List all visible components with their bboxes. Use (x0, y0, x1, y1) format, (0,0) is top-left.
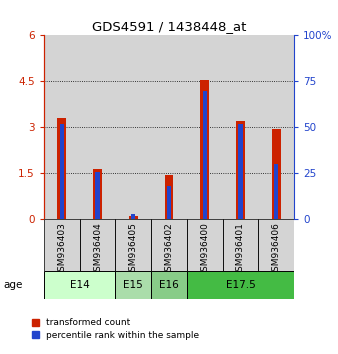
Bar (187, 35, 223, 219)
Bar (44, 219, 80, 271)
Bar (274, 164, 278, 219)
Text: GSM936403: GSM936403 (57, 222, 66, 277)
Bar (129, 216, 138, 219)
Bar (115, 219, 151, 271)
Text: GSM936405: GSM936405 (129, 222, 138, 277)
Bar (223, 35, 258, 219)
Bar (115, 35, 151, 219)
Bar (80, 219, 115, 271)
Text: GSM936401: GSM936401 (236, 222, 245, 277)
Bar (200, 80, 209, 219)
Bar (165, 175, 173, 219)
Text: E17.5: E17.5 (225, 280, 255, 290)
Bar (223, 219, 258, 271)
Legend: transformed count, percentile rank within the sample: transformed count, percentile rank withi… (31, 318, 199, 340)
Bar (95, 172, 100, 219)
Bar (258, 219, 294, 271)
Bar (151, 271, 187, 299)
Text: GSM936404: GSM936404 (93, 222, 102, 277)
Bar (93, 169, 102, 219)
Text: E15: E15 (123, 280, 143, 290)
Bar (187, 219, 223, 271)
Bar (202, 91, 207, 219)
Text: E14: E14 (70, 280, 90, 290)
Bar (151, 219, 187, 271)
Text: E16: E16 (159, 280, 179, 290)
Bar (187, 271, 294, 299)
Bar (57, 118, 66, 219)
Bar (80, 219, 115, 271)
Bar (115, 219, 151, 271)
Bar (167, 186, 171, 219)
Bar (151, 219, 187, 271)
Bar (236, 121, 245, 219)
Bar (115, 271, 151, 299)
Text: GSM936406: GSM936406 (272, 222, 281, 277)
Text: GSM936402: GSM936402 (165, 222, 173, 277)
Bar (258, 35, 294, 219)
Bar (44, 271, 115, 299)
Title: GDS4591 / 1438448_at: GDS4591 / 1438448_at (92, 20, 246, 33)
Text: age: age (3, 280, 23, 290)
Bar (60, 124, 64, 219)
Bar (151, 35, 187, 219)
Bar (80, 35, 115, 219)
Bar (272, 129, 281, 219)
Bar (131, 214, 136, 219)
Bar (44, 35, 80, 219)
Bar (238, 124, 243, 219)
Text: GSM936400: GSM936400 (200, 222, 209, 277)
Bar (258, 219, 294, 271)
Bar (44, 219, 80, 271)
Bar (187, 219, 223, 271)
Bar (223, 219, 258, 271)
